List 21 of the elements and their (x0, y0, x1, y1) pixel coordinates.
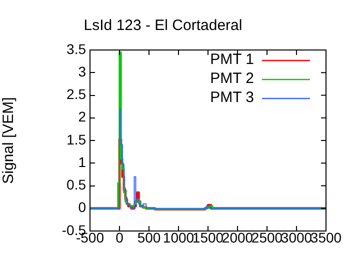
x-tick-label: 1500 (192, 229, 224, 246)
y-tick-label: 0 (78, 199, 86, 216)
y-tick-label: 3 (78, 63, 86, 80)
y-axis-title: Signal [VEM] (0, 97, 18, 184)
x-tick-label: 1000 (162, 229, 194, 246)
x-tick-label: 500 (137, 229, 161, 246)
y-tick-label: 3.5 (66, 40, 86, 57)
legend-label: PMT 2 (210, 70, 254, 88)
chart-title: LsId 123 - El Cortaderal (84, 17, 242, 34)
x-tick-label: 3000 (280, 229, 312, 246)
y-tick-label: 1.5 (66, 131, 86, 148)
y-tick-label: 2.5 (66, 86, 86, 102)
x-tick-label: 2500 (251, 229, 283, 246)
y-tick-label: 0.5 (66, 176, 86, 193)
legend-label: PMT 1 (210, 51, 254, 68)
x-tick-label: 3500 (310, 229, 342, 246)
y-tick-label: 1 (78, 154, 86, 170)
y-tick-label: 2 (78, 108, 86, 125)
x-tick-label: 0 (116, 229, 124, 246)
legend-label: PMT 3 (210, 89, 254, 106)
x-tick-label: 2000 (222, 229, 254, 246)
